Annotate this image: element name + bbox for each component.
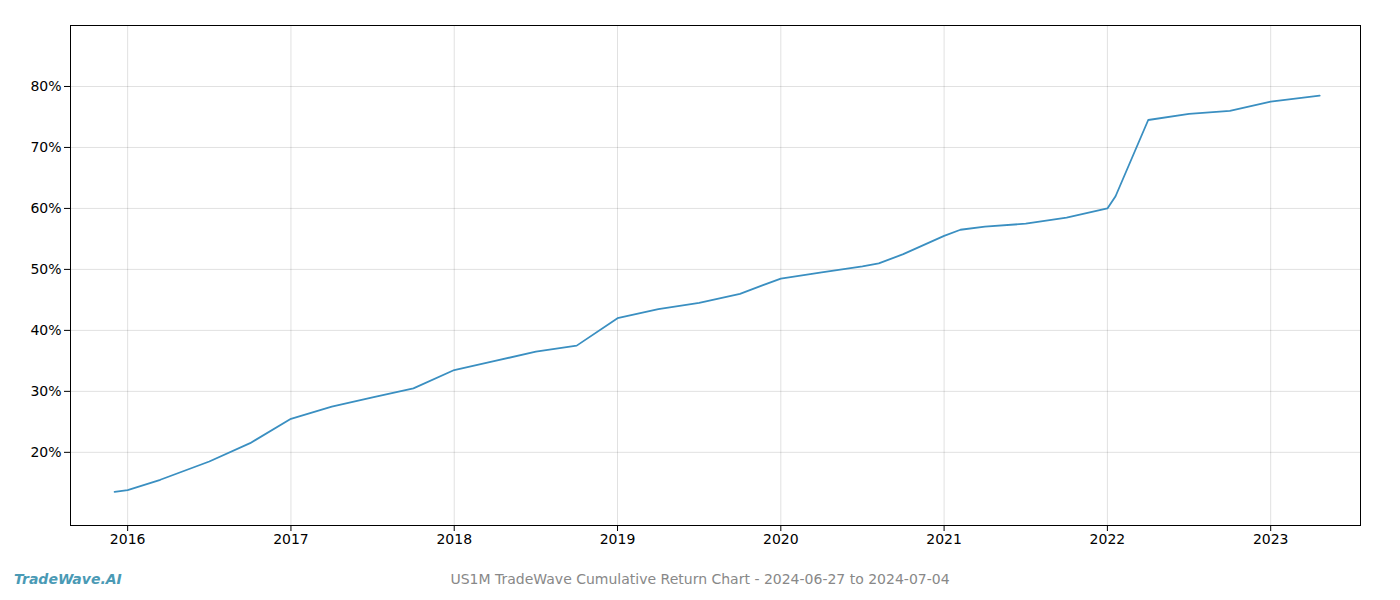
svg-text:2021: 2021 [926, 531, 962, 547]
svg-text:70%: 70% [30, 139, 61, 155]
svg-text:2017: 2017 [273, 531, 309, 547]
svg-text:2020: 2020 [763, 531, 799, 547]
html-text:US1M TradeWave Cumulative Retu: US1M TradeWave Cumulative Return Chart -… [450, 571, 950, 587]
svg-text:20%: 20% [30, 444, 61, 460]
svg-text:40%: 40% [30, 322, 61, 338]
svg-text:2019: 2019 [600, 531, 636, 547]
svg-text:2022: 2022 [1090, 531, 1126, 547]
svg-text:80%: 80% [30, 78, 61, 94]
svg-text:30%: 30% [30, 383, 61, 399]
svg-text:60%: 60% [30, 200, 61, 216]
svg-text:2018: 2018 [436, 531, 472, 547]
svg-text:2023: 2023 [1253, 531, 1289, 547]
svg-text:50%: 50% [30, 261, 61, 277]
html-text:TradeWave.AI: TradeWave.AI [14, 571, 122, 587]
svg-text:2016: 2016 [110, 531, 146, 547]
